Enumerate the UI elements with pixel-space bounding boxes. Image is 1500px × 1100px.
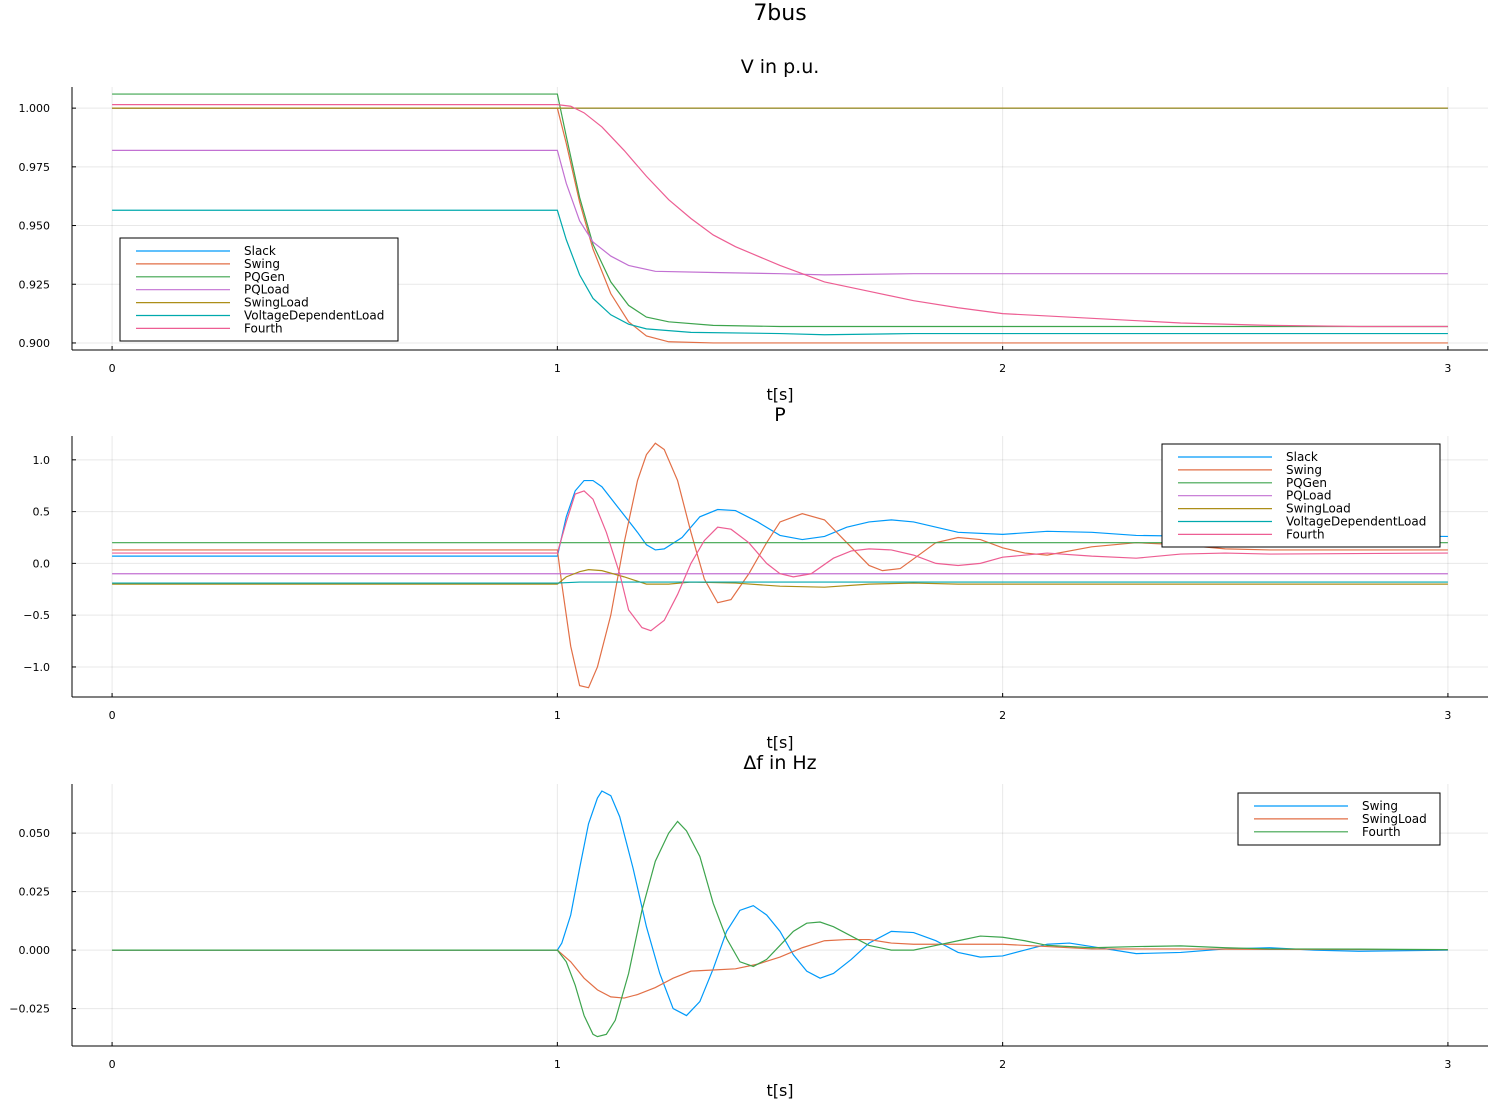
power-panel: 0 1 2 3 −1.0 −0.5 0.0 0.5 1.0 Pt[s] SlackSwingPQGe… xyxy=(23,404,1488,752)
legend-label: PQGen xyxy=(1286,476,1327,490)
series-line-swingload xyxy=(112,938,1448,999)
series-line-swingload xyxy=(112,569,1448,588)
legend-label: Slack xyxy=(244,244,276,258)
y-tick-label: 0.900 xyxy=(19,337,51,350)
legend-label: PQLoad xyxy=(244,283,289,297)
series-line-voltagedependentload xyxy=(112,581,1448,584)
y-tick-label: 0.5 xyxy=(33,506,51,519)
voltage-panel: 0 1 2 3 0.900 0.925 0.950 0.975 1.000 V in p.u. t[… xyxy=(19,56,1488,404)
legend-label: PQLoad xyxy=(1286,489,1331,503)
series-line-fourth xyxy=(112,104,1448,328)
x-tick-label: 1 xyxy=(554,362,561,375)
legend: SlackSwingPQGenPQLoadSwingLoadVoltageDep… xyxy=(1161,443,1441,548)
series-line-swing xyxy=(112,790,1448,1017)
legend-label: Fourth xyxy=(1362,825,1401,839)
y-tick-label: 0.025 xyxy=(19,886,51,899)
x-tick-label: 2 xyxy=(999,1058,1006,1071)
frequency-panel: 0 1 2 3 −0.025 0.000 0.025 0.050 Δf in Hz t[s] Swi… xyxy=(9,752,1488,1100)
y-tick-label: 0.000 xyxy=(19,944,51,957)
x-tick-label: 3 xyxy=(1444,709,1451,722)
x-axis-label: t[s] xyxy=(766,733,793,752)
legend-label: Swing xyxy=(1362,799,1398,813)
legend-label: Slack xyxy=(1286,450,1318,464)
x-tick-label: 2 xyxy=(999,362,1006,375)
x-tick-label: 3 xyxy=(1444,1058,1451,1071)
y-tick-label: −0.025 xyxy=(9,1003,50,1016)
y-tick-label: −0.5 xyxy=(23,609,50,622)
legend-label: Swing xyxy=(1286,463,1322,477)
legend-label: PQGen xyxy=(244,270,285,284)
legend-label: SwingLoad xyxy=(244,296,309,310)
y-tick-label: −1.0 xyxy=(23,661,50,674)
panel-title: V in p.u. xyxy=(741,56,820,78)
panel-title: Δf in Hz xyxy=(743,752,816,774)
x-tick-label: 1 xyxy=(554,709,561,722)
series-line-fourth xyxy=(112,490,1448,632)
y-tick-label: 0.975 xyxy=(19,161,51,174)
y-tick-label: 0.925 xyxy=(19,278,51,291)
y-tick-label: 1.0 xyxy=(33,454,51,467)
legend-label: SwingLoad xyxy=(1362,812,1427,826)
series-line-fourth xyxy=(112,820,1448,1038)
x-tick-label: 0 xyxy=(109,362,116,375)
legend-label: SwingLoad xyxy=(1286,502,1351,516)
series-line-pqload xyxy=(112,149,1448,276)
legend: SlackSwingPQGenPQLoadSwingLoadVoltageDep… xyxy=(119,237,399,342)
panel-title: P xyxy=(774,404,785,426)
figure-title: 7bus xyxy=(753,1,806,26)
x-axis-label: t[s] xyxy=(766,385,793,404)
y-tick-label: 0.950 xyxy=(19,220,51,233)
legend-label: VoltageDependentLoad xyxy=(1286,515,1426,529)
y-tick-label: 0.050 xyxy=(19,827,51,840)
series-line-swing xyxy=(112,107,1448,344)
x-tick-label: 1 xyxy=(554,1058,561,1071)
series-line-pqgen xyxy=(112,93,1448,328)
legend-label: Fourth xyxy=(244,321,283,335)
y-tick-label: 1.000 xyxy=(19,102,51,115)
x-tick-label: 2 xyxy=(999,709,1006,722)
legend-label: VoltageDependentLoad xyxy=(244,309,384,323)
x-tick-label: 0 xyxy=(109,1058,116,1071)
legend-label: Swing xyxy=(244,257,280,271)
series-line-slack xyxy=(112,479,1448,557)
series-line-voltagedependentload xyxy=(112,209,1448,336)
y-tick-label: 0.0 xyxy=(33,557,51,570)
x-tick-label: 3 xyxy=(1444,362,1451,375)
legend-label: Fourth xyxy=(1286,527,1325,541)
x-axis-label: t[s] xyxy=(766,1081,793,1100)
x-tick-label: 0 xyxy=(109,709,116,722)
